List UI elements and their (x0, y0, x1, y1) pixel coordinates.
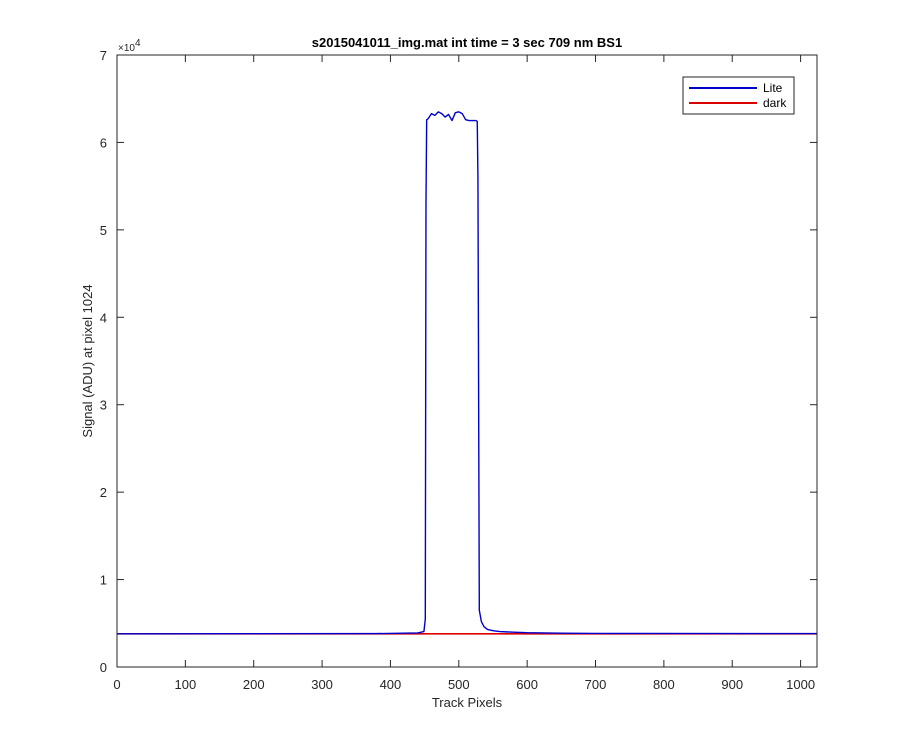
series-layer (116, 111, 818, 635)
y-tick-label: 7 (100, 48, 107, 63)
y-tick-label: 3 (100, 398, 107, 413)
y-axis-exponent-base: ×10 (118, 43, 135, 54)
x-tick-label: 500 (448, 677, 470, 692)
x-tick-label: 1000 (786, 677, 815, 692)
legend-label-lite: Lite (763, 81, 783, 95)
y-tick-label: 6 (100, 135, 107, 150)
legend-label-dark: dark (763, 96, 787, 110)
x-axis-label: Track Pixels (432, 695, 503, 710)
x-tick-label: 600 (516, 677, 538, 692)
series-line-lite (116, 111, 818, 635)
y-tick-label: 5 (100, 223, 107, 238)
x-tick-label: 300 (311, 677, 333, 692)
legend-box (682, 76, 795, 115)
y-tick-label: 1 (100, 573, 107, 588)
x-tick-label: 0 (113, 677, 120, 692)
y-tick-label: 0 (100, 660, 107, 675)
y-axis-label: Signal (ADU) at pixel 1024 (80, 284, 95, 437)
x-tick-label: 800 (653, 677, 675, 692)
plot-background (117, 55, 817, 667)
y-tick-label: 4 (100, 310, 107, 325)
x-tick-label: 400 (380, 677, 402, 692)
plot-frame (116, 54, 818, 668)
chart-title: s2015041011_img.mat int time = 3 sec 709… (312, 35, 622, 50)
legend: Lite dark (682, 76, 795, 115)
x-tick-label: 100 (175, 677, 197, 692)
x-axis-ticks: 0 100 200 300 400 500 600 700 800 900 1000 (113, 55, 815, 692)
y-axis-ticks: 0 1 2 3 4 5 6 7 (100, 48, 817, 675)
y-tick-label: 2 (100, 485, 107, 500)
x-tick-label: 200 (243, 677, 265, 692)
x-tick-label: 700 (585, 677, 607, 692)
x-tick-label: 900 (721, 677, 743, 692)
y-axis-exponent-power: 4 (135, 38, 141, 49)
